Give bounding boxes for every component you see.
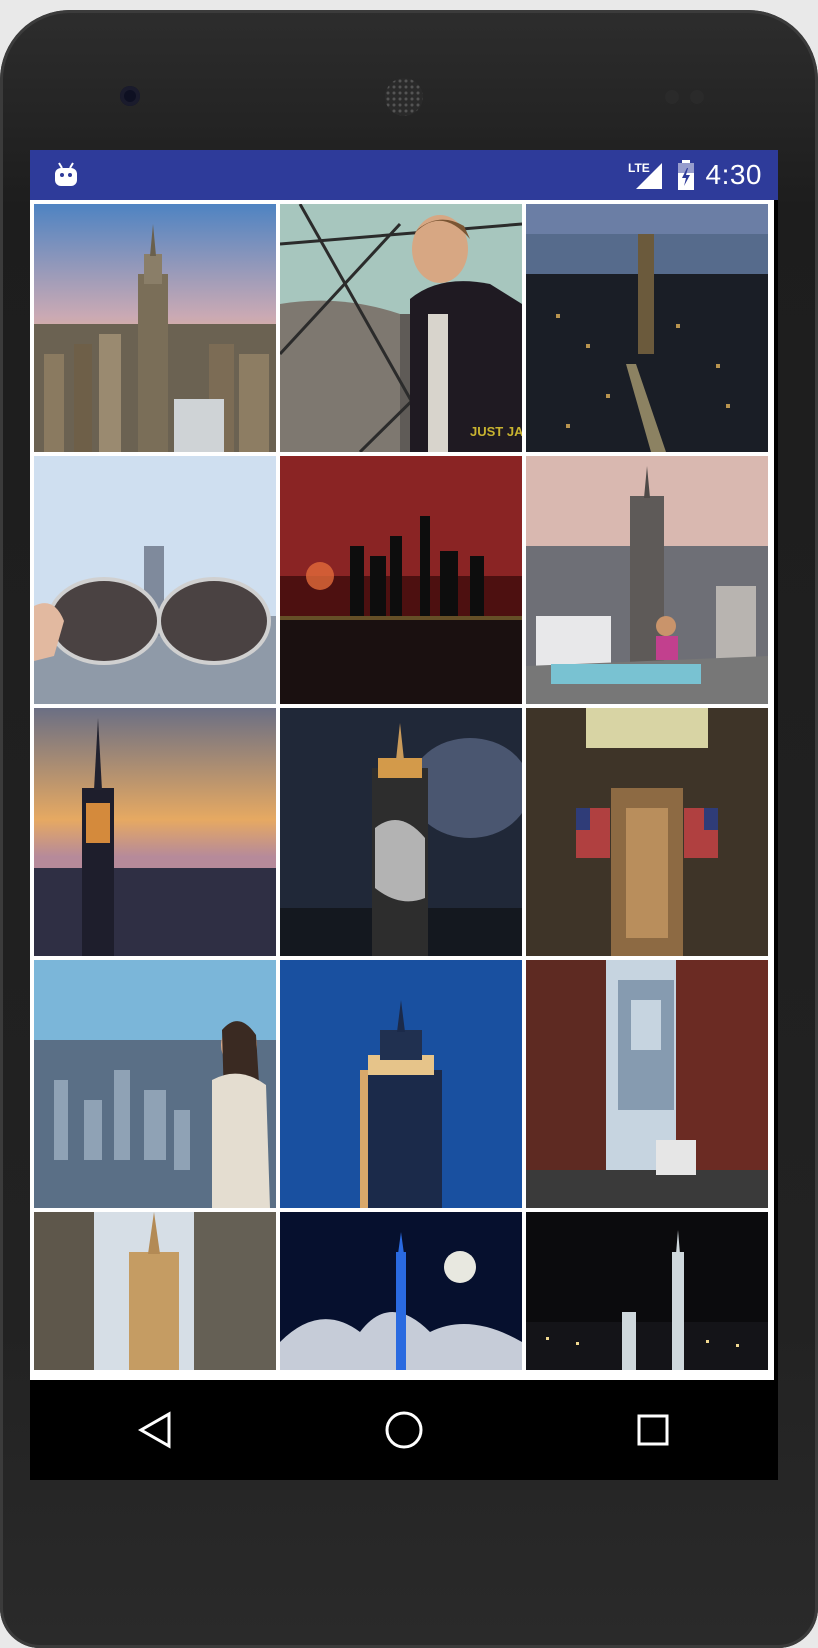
battery-icon (677, 160, 694, 190)
sensor (690, 90, 704, 104)
photo-tile[interactable] (526, 708, 768, 956)
recents-button[interactable] (613, 1390, 693, 1470)
device-frame: LTE 4:30 (0, 10, 818, 1648)
back-triangle-icon (137, 1411, 171, 1449)
photo-tile[interactable] (280, 708, 522, 956)
photo-tile[interactable] (526, 204, 768, 452)
photo-tile[interactable]: JUST JARED (280, 204, 522, 452)
home-button[interactable] (364, 1390, 444, 1470)
back-button[interactable] (115, 1390, 195, 1470)
home-circle-icon (385, 1411, 423, 1449)
clock: 4:30 (705, 159, 762, 190)
sensor (665, 90, 679, 104)
speaker-grille (385, 78, 423, 116)
photo-tile[interactable] (280, 1212, 522, 1370)
recents-square-icon (637, 1414, 669, 1446)
photo-grid: JUST JARED (30, 200, 774, 1480)
navigation-bar (30, 1380, 778, 1480)
photo-tile[interactable] (526, 1212, 768, 1370)
photo-tile[interactable] (526, 960, 768, 1208)
lte-signal-icon: LTE (628, 161, 662, 189)
front-camera-icon (120, 86, 140, 106)
svg-text:JUST JARED: JUST JARED (470, 424, 522, 439)
photo-tile[interactable] (280, 960, 522, 1208)
screen: LTE 4:30 (30, 150, 778, 1480)
photo-tile[interactable] (34, 960, 276, 1208)
photo-tile[interactable] (34, 1212, 276, 1370)
photo-tile[interactable] (280, 456, 522, 704)
photo-tile[interactable] (34, 204, 276, 452)
status-bar: LTE 4:30 (30, 150, 778, 200)
photo-tile[interactable] (526, 456, 768, 704)
svg-text:LTE: LTE (628, 161, 650, 175)
photo-tile[interactable] (34, 708, 276, 956)
photo-tile[interactable] (34, 456, 276, 704)
android-debug-icon (55, 162, 77, 186)
